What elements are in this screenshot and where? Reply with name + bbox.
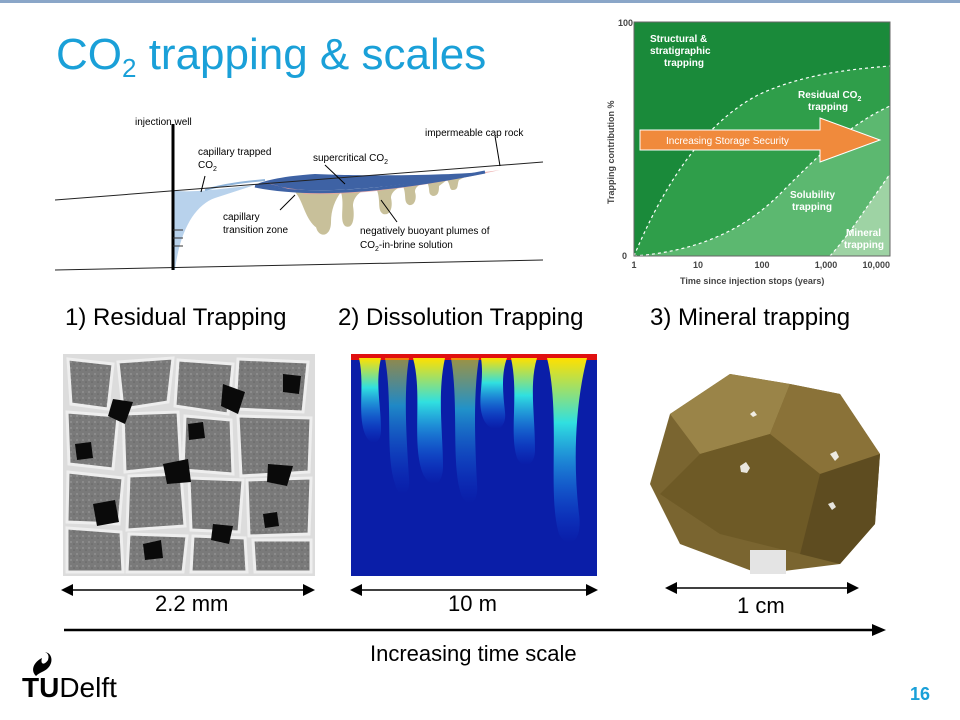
capillary-zone	[173, 185, 255, 270]
region-label-residual-2: trapping	[808, 102, 848, 113]
region-label-mineral-2: trapping	[844, 240, 884, 251]
supercritical-layer	[255, 172, 485, 191]
region-label-solubility-2: trapping	[792, 202, 832, 213]
region-label-structural-1: Structural &	[650, 34, 707, 45]
region-label-structural-2: stratigraphic	[650, 46, 711, 57]
scale-label-dissolution: 10 m	[448, 591, 497, 616]
dissolution-plumes	[295, 176, 467, 235]
label-plumes-1: negatively buoyant plumes of	[360, 226, 490, 237]
x-axis-label: Time since injection stops (years)	[680, 276, 824, 286]
scale-label-residual: 2.2 mm	[155, 591, 229, 616]
region-mineral	[830, 174, 890, 256]
caption-mineral: 3) Mineral trapping	[650, 304, 851, 331]
tu-delft-flame-icon	[33, 652, 52, 676]
label-capillary-trapped: capillary trapped	[198, 147, 271, 158]
x-tick-label: 10,000	[862, 260, 890, 270]
mineral-crystal-image	[650, 374, 880, 574]
region-label-residual-1: Residual CO2	[798, 90, 861, 103]
caption-residual: 1) Residual Trapping	[65, 304, 287, 331]
time-scale-label: Increasing time scale	[370, 641, 577, 666]
label-capillary-trapped-co2: CO2	[198, 160, 217, 173]
slide-title: CO2 trapping & scales	[56, 30, 487, 83]
top-border-line	[0, 0, 960, 3]
injection-schematic: injection well capillary trapped CO2 sup…	[55, 117, 544, 271]
tu-delft-logo: TUDelft	[22, 672, 117, 703]
time-scale-arrow	[64, 624, 886, 636]
x-tick-label: 1,000	[815, 260, 838, 270]
page-number: 16	[909, 684, 930, 704]
region-label-structural-3: trapping	[664, 58, 704, 69]
label-injection-well: injection well	[135, 117, 192, 128]
region-solubility	[634, 106, 890, 256]
residual-trapping-image	[63, 354, 315, 576]
label-supercritical: supercritical CO2	[313, 153, 388, 166]
scale-bars	[61, 582, 859, 596]
label-cap-rock: impermeable cap rock	[425, 128, 524, 139]
y-tick-0: 0	[622, 251, 627, 261]
y-tick-100: 100	[618, 18, 633, 28]
region-label-solubility-1: Solubility	[790, 190, 835, 201]
storage-security-arrow	[639, 117, 882, 163]
label-plumes-2: CO2-in-brine solution	[360, 240, 453, 253]
x-tick-label: 1	[631, 260, 636, 270]
x-tick-label: 10	[693, 260, 703, 270]
y-axis-label: Trapping contribution %	[606, 101, 616, 205]
region-label-mineral-1: Mineral	[846, 228, 881, 239]
x-tick-label: 100	[754, 260, 769, 270]
label-transition-1: capillary	[223, 212, 260, 223]
trapping-contribution-chart: Increasing Storage Security Structural &…	[606, 18, 891, 286]
arrow-label: Increasing Storage Security	[666, 136, 789, 147]
caption-dissolution: 2) Dissolution Trapping	[338, 304, 584, 331]
scale-label-mineral: 1 cm	[737, 593, 785, 618]
label-transition-2: transition zone	[223, 225, 288, 236]
dissolution-trapping-image	[351, 354, 597, 576]
